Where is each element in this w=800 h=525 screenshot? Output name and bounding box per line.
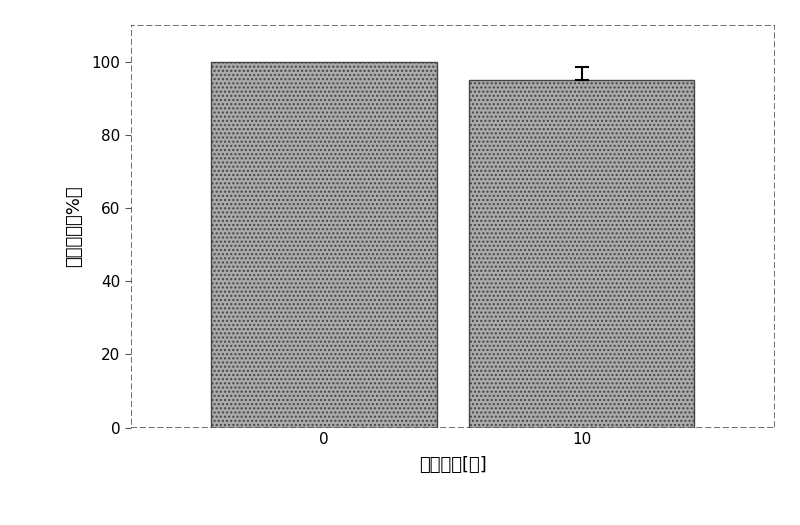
Y-axis label: 抗菌效率［%］: 抗菌效率［%］ bbox=[65, 185, 83, 267]
Bar bbox=[130, 25, 775, 427]
Bar bbox=[211, 61, 437, 427]
Bar bbox=[469, 80, 694, 427]
X-axis label: 洸泡时间[天]: 洸泡时间[天] bbox=[419, 456, 486, 474]
